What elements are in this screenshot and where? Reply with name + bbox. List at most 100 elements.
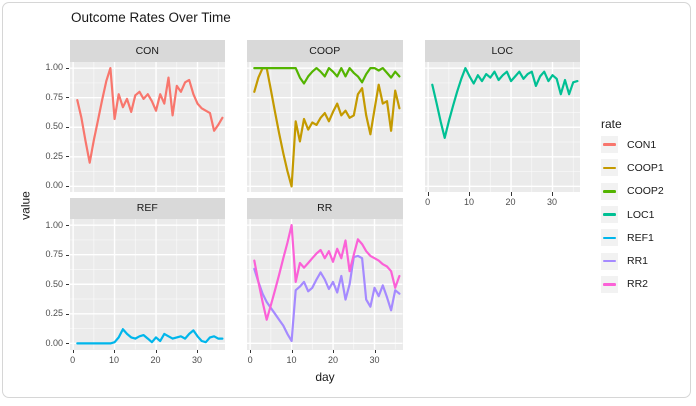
legend-key-line	[603, 189, 616, 193]
y-tick-label: 1.00	[45, 62, 63, 73]
x-tick-label: 30	[191, 354, 202, 365]
x-tick-mark	[291, 349, 293, 353]
y-tick-mark	[65, 343, 69, 345]
legend-item-REF1: REF1	[601, 226, 693, 249]
facet-strip-COOP: COOP	[247, 40, 403, 62]
legend-key-line	[603, 213, 616, 216]
x-tick-label: 20	[328, 354, 339, 365]
legend-item-LOC1: LOC1	[601, 203, 693, 226]
y-tick-mark	[65, 67, 69, 69]
x-tick-mark	[114, 349, 116, 353]
legend-item-COOP2: COOP2	[601, 180, 693, 203]
line-RR1	[253, 254, 401, 343]
x-tick-mark	[469, 192, 471, 196]
legend-item-COOP1: COOP1	[601, 156, 693, 179]
facet-plot-LOC	[424, 61, 580, 192]
legend-item-label: LOC1	[627, 208, 655, 221]
x-tick-label: 0	[247, 354, 253, 365]
facet-plot-REF	[69, 219, 225, 350]
line-COOP1	[253, 66, 401, 188]
x-tick-label: 10	[109, 354, 120, 365]
y-tick-label: 0.00	[45, 180, 63, 191]
x-tick-mark	[510, 192, 512, 196]
line-RR2	[253, 223, 401, 321]
y-tick-label: 1.00	[45, 219, 63, 230]
legend-item-label: CON1	[627, 138, 657, 151]
legend-item-RR2: RR2	[601, 273, 693, 296]
line-LOC1	[430, 66, 578, 139]
legend-key-swatch	[601, 182, 618, 200]
y-tick-mark	[65, 313, 69, 315]
x-tick-label: 30	[546, 197, 557, 207]
legend-key-swatch	[601, 275, 618, 293]
y-tick-label: 0.75	[45, 249, 63, 260]
y-tick-mark	[65, 126, 69, 128]
y-tick-label: 0.50	[45, 278, 63, 289]
legend: rate CON1 COOP1 COOP2 LOC1 REF1 RR1 RR2	[601, 116, 693, 296]
line-COOP2	[253, 66, 401, 85]
legend-key-line	[603, 259, 616, 263]
y-tick-label: 0.25	[45, 308, 63, 319]
x-tick-mark	[197, 349, 198, 353]
x-tick-mark	[72, 349, 74, 353]
facet-plot-CON	[69, 61, 225, 192]
x-tick-label: 0	[425, 197, 431, 207]
x-tick-label: 30	[369, 354, 380, 365]
facet-strip-LOC: LOC	[424, 40, 580, 62]
legend-key-swatch	[601, 136, 618, 154]
x-tick-mark	[333, 349, 335, 353]
y-axis-title: value	[18, 191, 33, 220]
facet-strip-label: COOP	[309, 44, 341, 57]
chart-title: Outcome Rates Over Time	[71, 10, 231, 25]
facet-strip-REF: REF	[69, 197, 225, 219]
y-tick-label: 0.25	[45, 150, 63, 161]
x-tick-mark	[374, 349, 376, 353]
facet-strip-label: REF	[136, 202, 158, 215]
legend-key-line	[603, 166, 616, 170]
x-axis-title: day	[315, 370, 335, 384]
x-tick-label: 20	[505, 197, 516, 207]
facet-panel-LOC	[424, 61, 580, 192]
legend-key-swatch	[601, 252, 618, 270]
facet-panel-REF	[69, 219, 225, 350]
x-tick-mark	[427, 192, 429, 196]
facet-strip-label: RR	[317, 202, 333, 215]
facet-plot-COOP	[247, 61, 403, 192]
legend-key-line	[603, 283, 616, 286]
facet-plot-RR	[247, 219, 403, 350]
y-tick-mark	[65, 225, 69, 227]
facet-panel-RR	[247, 219, 403, 350]
legend-item-CON1: CON1	[601, 133, 693, 156]
x-tick-mark	[250, 349, 252, 353]
legend-key-swatch	[601, 229, 618, 247]
y-tick-mark	[65, 97, 69, 99]
y-tick-mark	[65, 185, 69, 187]
legend-item-label: RR1	[627, 255, 649, 268]
legend-item-label: REF1	[627, 231, 654, 244]
x-tick-label: 10	[464, 197, 475, 207]
facet-panel-CON	[69, 61, 225, 192]
legend-key-swatch	[601, 206, 618, 224]
facet-strip-CON: CON	[69, 40, 225, 62]
legend-key-line	[603, 236, 616, 240]
legend-item-label: COOP1	[627, 161, 664, 174]
facet-strip-label: LOC	[491, 44, 514, 57]
x-tick-label: 10	[286, 354, 297, 365]
y-tick-label: 0.75	[45, 91, 63, 102]
facet-strip-label: CON	[135, 44, 159, 57]
y-tick-mark	[65, 254, 69, 256]
legend-item-RR1: RR1	[601, 249, 693, 272]
y-tick-mark	[65, 284, 69, 286]
legend-item-label: COOP2	[627, 185, 664, 198]
legend-item-label: RR2	[627, 278, 649, 291]
line-CON1	[75, 66, 223, 164]
legend-items: CON1 COOP1 COOP2 LOC1 REF1 RR1 RR2	[601, 133, 693, 296]
legend-key-swatch	[601, 159, 618, 177]
y-tick-label: 0.00	[45, 337, 63, 348]
x-tick-mark	[155, 349, 157, 353]
legend-title: rate	[601, 117, 622, 131]
x-tick-label: 20	[150, 354, 161, 365]
facet-panel-COOP	[247, 61, 403, 192]
line-REF1	[75, 328, 223, 345]
